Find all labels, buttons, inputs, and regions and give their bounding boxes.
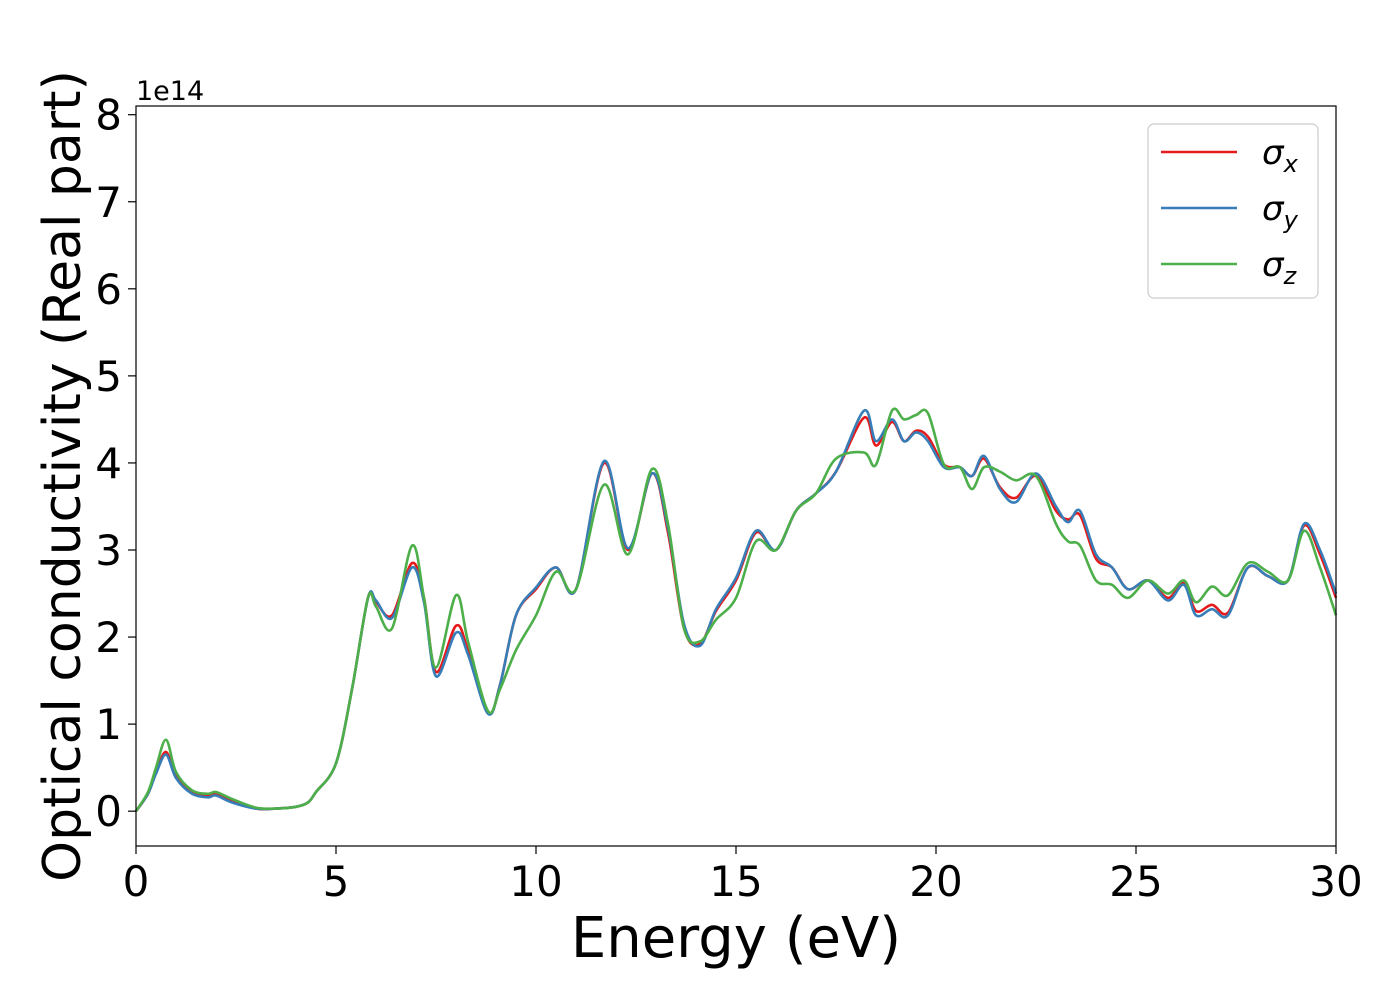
x-tick-label: 20 bbox=[909, 857, 962, 906]
plot-background bbox=[136, 106, 1336, 846]
y-tick-label: 1 bbox=[95, 700, 122, 749]
x-tick-label: 5 bbox=[323, 857, 350, 906]
legend-label-3: σz bbox=[1262, 245, 1298, 290]
y-scale-label: 1e14 bbox=[136, 76, 204, 107]
x-axis-label: Energy (eV) bbox=[571, 906, 901, 971]
y-tick-label: 0 bbox=[95, 787, 122, 836]
y-tick-label: 3 bbox=[95, 526, 122, 575]
legend-box bbox=[1147, 123, 1319, 299]
x-tick-label: 25 bbox=[1109, 857, 1162, 906]
x-tick-label: 0 bbox=[123, 857, 150, 906]
y-tick-label: 6 bbox=[95, 265, 122, 314]
legend-label-2: σy bbox=[1262, 189, 1299, 234]
x-tick-label: 15 bbox=[709, 857, 762, 906]
y-tick-label: 4 bbox=[95, 439, 122, 488]
y-tick-label: 7 bbox=[95, 178, 122, 227]
x-tick-label: 10 bbox=[509, 857, 562, 906]
legend: σx σy σz bbox=[1147, 123, 1319, 299]
x-axis: 0 5 10 15 20 25 30 bbox=[123, 846, 1363, 906]
y-axis: 0 1 2 3 4 5 6 7 8 bbox=[95, 91, 136, 836]
series-line-3 bbox=[134, 407, 1338, 812]
y-tick-label: 8 bbox=[95, 91, 122, 140]
y-tick-label: 2 bbox=[95, 613, 122, 662]
legend-label-1: σx bbox=[1262, 133, 1299, 178]
y-axis-label: Optical conductivity (Real part) bbox=[33, 70, 93, 882]
series-group bbox=[134, 407, 1338, 812]
x-tick-label: 30 bbox=[1309, 857, 1362, 906]
y-tick-label: 5 bbox=[95, 352, 122, 401]
